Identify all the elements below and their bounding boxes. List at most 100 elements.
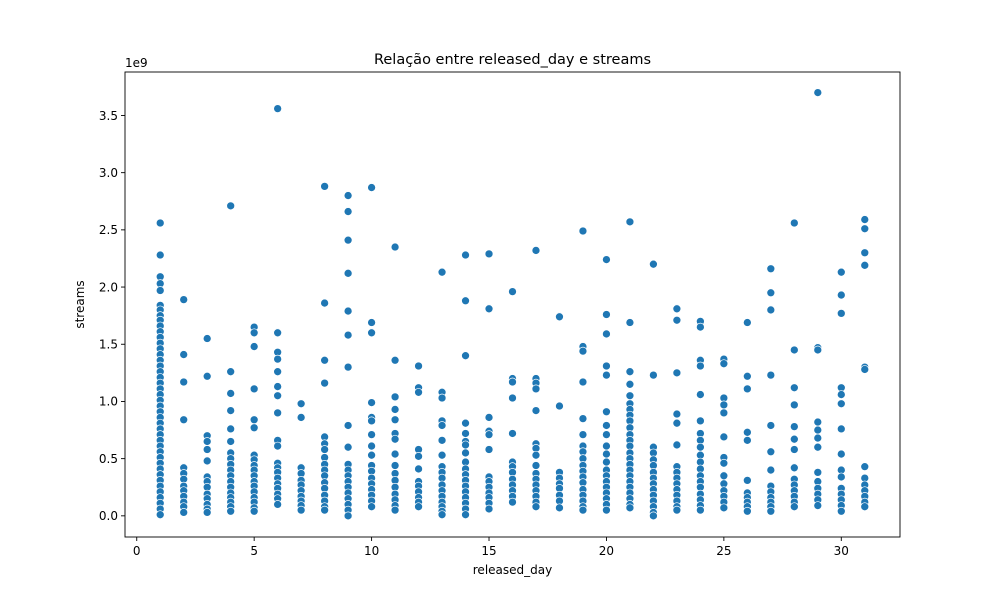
- data-point: [343, 330, 353, 340]
- data-point: [860, 248, 870, 258]
- data-point: [508, 287, 517, 296]
- data-point: [531, 406, 541, 415]
- y-offset-text: 1e9: [125, 56, 148, 70]
- data-point: [390, 242, 400, 252]
- data-point: [155, 510, 165, 520]
- data-point: [578, 430, 588, 439]
- data-point: [414, 361, 423, 371]
- data-point: [578, 346, 588, 356]
- y-tick-label: 3.5: [99, 109, 118, 123]
- data-point: [531, 384, 541, 394]
- data-point: [719, 408, 729, 418]
- data-point: [836, 309, 846, 318]
- data-point: [390, 392, 400, 402]
- data-point: [602, 361, 611, 371]
- data-point: [226, 389, 236, 398]
- data-point: [719, 432, 729, 442]
- data-point: [437, 435, 447, 445]
- y-tick-label: 2.5: [99, 223, 118, 237]
- x-axis: 0 5 10 15 20 25 30: [133, 537, 849, 558]
- data-point: [179, 295, 189, 304]
- y-tick-label: 3.0: [99, 166, 118, 180]
- data-point: [202, 508, 212, 517]
- data-point: [320, 445, 329, 454]
- data-point: [320, 505, 329, 515]
- data-point: [672, 368, 682, 378]
- y-tick-label: 1.0: [99, 395, 118, 409]
- data-point: [531, 246, 541, 255]
- data-point: [766, 447, 776, 457]
- data-point: [155, 286, 165, 295]
- data-point: [625, 503, 635, 513]
- data-point: [742, 318, 752, 327]
- data-point: [578, 226, 588, 236]
- data-point: [836, 506, 846, 516]
- data-point: [696, 416, 705, 426]
- data-point: [202, 437, 212, 446]
- data-point: [789, 400, 799, 410]
- data-point: [390, 461, 400, 470]
- data-point: [343, 511, 353, 521]
- data-point: [696, 322, 705, 332]
- data-point: [789, 422, 799, 431]
- data-point: [719, 400, 729, 410]
- data-point: [602, 505, 611, 515]
- data-point: [414, 464, 423, 474]
- data-point: [226, 506, 236, 516]
- data-point: [484, 504, 494, 514]
- y-tick-label: 0.0: [99, 509, 118, 523]
- data-point: [672, 315, 682, 325]
- data-point: [766, 305, 776, 315]
- x-tick-label: 25: [716, 544, 731, 558]
- x-tick-label: 0: [133, 544, 141, 558]
- data-point: [202, 456, 212, 466]
- data-point: [461, 351, 470, 361]
- data-point: [813, 501, 823, 510]
- data-point: [766, 370, 776, 380]
- data-point: [625, 318, 635, 327]
- x-tick-label: 15: [481, 544, 496, 558]
- data-point: [343, 442, 353, 452]
- data-point: [249, 384, 259, 394]
- data-point: [155, 250, 165, 260]
- data-point: [226, 367, 236, 377]
- data-point: [202, 445, 212, 454]
- data-point: [766, 288, 776, 298]
- data-point: [860, 260, 870, 270]
- data-point: [273, 408, 282, 418]
- data-point: [602, 255, 611, 264]
- data-point: [696, 390, 705, 399]
- data-point: [531, 502, 541, 512]
- data-point: [813, 88, 823, 97]
- data-point: [860, 365, 870, 374]
- data-point: [367, 450, 376, 460]
- data-point: [555, 503, 564, 513]
- data-point: [696, 442, 705, 452]
- data-point: [508, 497, 517, 507]
- data-point: [484, 249, 494, 259]
- data-point: [273, 328, 282, 338]
- data-point: [226, 437, 236, 446]
- data-point: [625, 367, 635, 377]
- data-point: [578, 377, 588, 387]
- data-point: [719, 503, 729, 513]
- data-point: [343, 191, 353, 200]
- data-point: [649, 511, 658, 521]
- plot-frame: [124, 71, 901, 538]
- data-point: [367, 183, 376, 192]
- data-point: [696, 361, 705, 371]
- data-point: [179, 415, 189, 425]
- data-point: [414, 502, 423, 512]
- data-point: [766, 421, 776, 430]
- data-point: [602, 449, 611, 459]
- data-point: [320, 298, 329, 308]
- data-point: [437, 421, 447, 430]
- data-point: [508, 429, 517, 438]
- data-point: [367, 502, 376, 512]
- data-point: [179, 350, 189, 359]
- chart-title: Relação entre released_day e streams: [374, 52, 651, 68]
- data-point: [273, 382, 282, 391]
- data-point: [390, 405, 400, 414]
- data-point: [249, 415, 259, 425]
- data-point: [273, 104, 282, 113]
